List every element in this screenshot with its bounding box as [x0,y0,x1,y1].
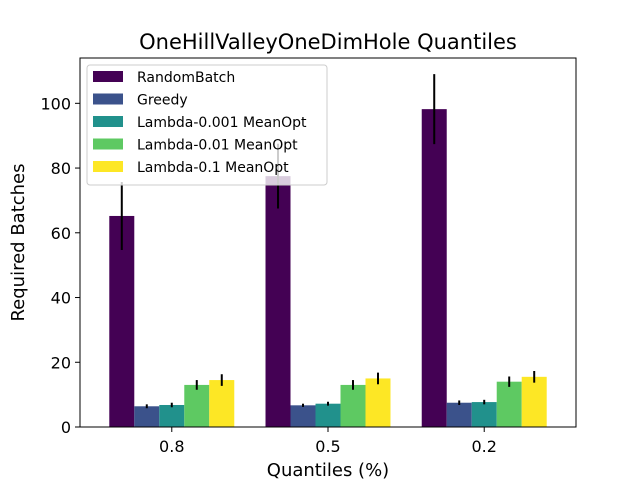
chart-title: OneHillValleyOneDimHole Quantiles [139,30,517,54]
x-axis-label: Quantiles (%) [267,460,389,480]
y-axis-label: Required Batches [8,163,29,321]
legend-swatch [93,161,123,172]
bar [159,404,185,427]
bar [521,376,547,427]
bar [184,384,210,427]
bar [134,406,160,427]
legend-swatch [93,116,123,127]
y-tick-label: 60 [51,224,71,243]
bar [471,402,497,427]
y-tick-label: 100 [40,94,71,113]
legend: RandomBatch Greedy Lambda-0.001 MeanOpt Lam… [86,64,328,186]
bar [315,403,341,427]
x-tick-label: 0.8 [159,437,184,456]
legend-swatch [93,138,123,150]
x-axis: 0.8 0.5 0.2 [159,427,497,456]
y-tick-label: 0 [61,418,71,437]
bar [265,176,291,427]
bar [209,380,235,427]
bar [446,402,472,427]
legend-swatch [93,93,123,105]
bar [421,109,447,428]
legend-label: Lambda-0.1 MeanOpt [137,160,289,176]
bar [340,384,366,427]
plot-frame [79,57,577,428]
y-tick-label: 20 [51,353,71,372]
legend-label: Greedy [137,93,188,109]
x-tick-label: 0.5 [315,437,340,456]
y-tick-label: 40 [51,289,71,308]
bars [109,109,547,428]
legend-label: RandomBatch [137,70,235,86]
bar [365,378,391,427]
legend-frame [86,64,328,186]
x-tick-label: 0.2 [471,437,496,456]
legend-swatch [93,71,123,82]
bar [496,381,522,427]
y-tick-label: 80 [51,159,71,178]
bar [290,405,316,427]
legend-label: Lambda-0.01 MeanOpt [137,138,298,154]
y-axis: 0 20 40 60 80 100 [40,94,80,437]
legend-label: Lambda-0.001 MeanOpt [137,115,307,131]
bar [109,215,135,427]
